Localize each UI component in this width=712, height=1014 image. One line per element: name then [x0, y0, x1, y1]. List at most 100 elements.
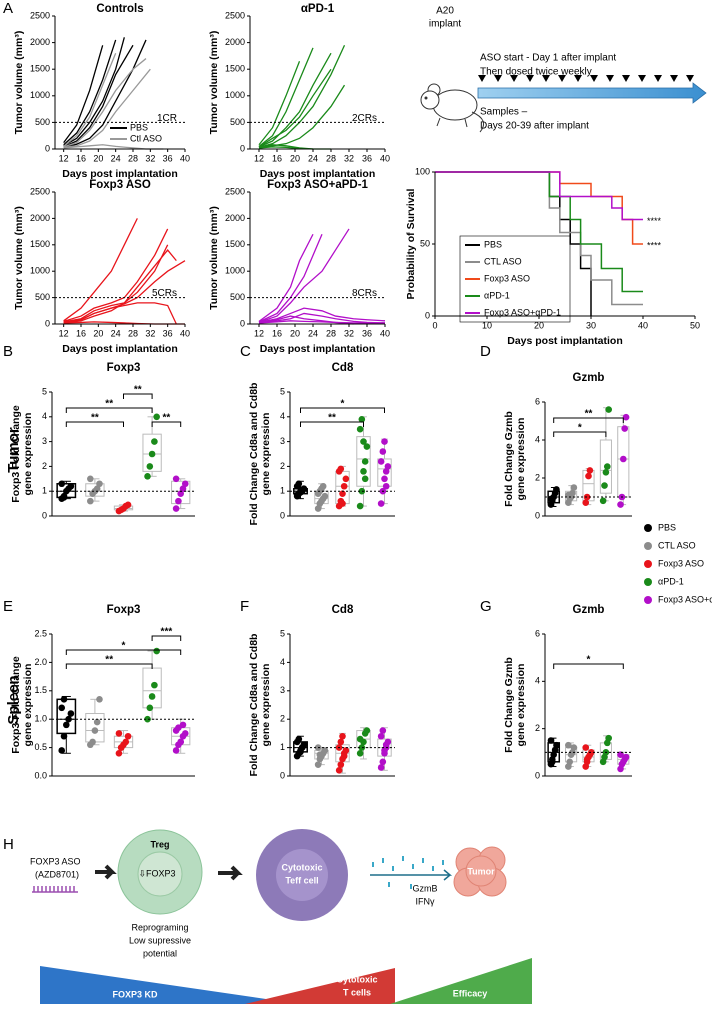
data-point [67, 482, 75, 490]
y-tick-label: 0 [45, 318, 50, 328]
chart-title: Cd8 [332, 362, 354, 374]
data-point [321, 747, 329, 754]
growth-curve [63, 228, 169, 322]
data-point [621, 425, 628, 432]
growth-curve [63, 37, 125, 147]
growth-curve [258, 47, 314, 147]
significance-label: ** [328, 413, 336, 424]
schematic-text: ASO start - Day 1 after implant [480, 53, 616, 64]
kd-wedge [40, 966, 300, 1004]
data-point [115, 749, 123, 757]
data-point [93, 485, 101, 493]
data-point [601, 482, 608, 489]
data-point [549, 758, 556, 766]
data-point [124, 732, 132, 740]
data-point [340, 752, 348, 760]
nucleus [137, 851, 183, 897]
x-tick-label: 0 [432, 320, 437, 330]
data-point [379, 758, 387, 766]
schematic-text: Then dosed twice weekly [480, 67, 592, 78]
survival-curve [435, 171, 643, 306]
panel-label: C [240, 343, 251, 360]
x-tick-label: 20 [93, 328, 103, 338]
y-tick-label: 2 [42, 461, 47, 471]
x-tick-label: 20 [290, 328, 300, 338]
x-tick-label: 40 [380, 328, 390, 338]
y-tick-label: 2 [535, 723, 540, 733]
mouse-icon [420, 83, 485, 133]
chart-title: Foxp3 [107, 362, 141, 374]
significance-label: * [587, 655, 591, 666]
y-axis-label: Fold Change Gzmb [503, 657, 515, 753]
mechanism-diagram: FOXP3 ASO (AZD8701) Treg ⇩FOXP3 Reprogra… [30, 829, 532, 1004]
data-point [96, 696, 103, 703]
data-point [314, 505, 322, 512]
x-tick-label: 32 [344, 328, 354, 338]
legend-label: αPD-1 [484, 290, 510, 300]
diagram-text: ⇩FOXP3 [138, 868, 175, 878]
significance-bracket [553, 431, 607, 437]
y-tick-label: 0 [425, 310, 430, 320]
y-tick-label: 4 [535, 434, 540, 444]
significance-bracket [65, 407, 153, 413]
y-axis-label: Tumor volume (mm³) [208, 206, 220, 310]
significance-label: ** [163, 413, 171, 424]
x-tick-label: 36 [163, 153, 173, 163]
arrow [218, 865, 243, 881]
x-tick-label: 32 [344, 153, 354, 163]
data-point [582, 744, 590, 751]
y-tick-label: 1500 [30, 64, 50, 74]
x-tick-label: 36 [362, 153, 372, 163]
data-point [360, 468, 367, 475]
chart-title: Foxp3 ASO [89, 179, 151, 191]
data-point [381, 475, 388, 483]
y-axis-label: Fold Change Gzmb [503, 411, 515, 507]
tumor-icon [453, 846, 507, 897]
data-point [570, 484, 578, 491]
significance-bracket [553, 417, 624, 423]
data-point [587, 749, 595, 756]
y-tick-label: 1000 [225, 266, 245, 276]
nucleus [276, 849, 328, 901]
legend-label: Foxp3 ASO+αPD-1 [484, 307, 561, 317]
y-axis-label: Probability of Survival [405, 188, 417, 299]
y-axis-label: gene expression [515, 664, 527, 747]
x-tick-label: 12 [59, 328, 69, 338]
data-point [321, 492, 329, 500]
arrow [370, 869, 453, 881]
x-tick-label: 32 [145, 328, 155, 338]
schematic-text: A20 [436, 6, 454, 17]
data-point [602, 469, 610, 476]
diagram-text: Treg [150, 839, 169, 849]
x-tick-label: 24 [111, 153, 121, 163]
data-point [342, 747, 350, 754]
y-tick-label: 4 [280, 657, 285, 667]
significance-label: ** [134, 385, 142, 396]
data-point [314, 761, 322, 768]
data-point [356, 425, 364, 433]
x-tick-label: 40 [180, 153, 190, 163]
x-tick-label: 36 [163, 328, 173, 338]
data-point [316, 751, 324, 758]
data-point [144, 715, 151, 723]
y-axis-label: gene expression [22, 413, 34, 496]
data-point [582, 499, 590, 507]
data-point [58, 747, 66, 754]
y-tick-label: 50 [420, 238, 430, 248]
aso-icon [32, 886, 78, 893]
x-tick-label: 16 [272, 328, 282, 338]
y-tick-label: 1 [42, 486, 47, 496]
x-tick-label: 24 [308, 328, 318, 338]
chart-title: αPD-1 [301, 3, 335, 15]
data-point [295, 480, 303, 488]
data-point [356, 502, 364, 510]
significance-label: ** [91, 413, 99, 424]
growth-curve [258, 320, 385, 324]
y-tick-label: 0.5 [34, 742, 47, 752]
data-point [89, 738, 96, 746]
arrow [95, 864, 117, 880]
y-tick-label: 4 [280, 411, 285, 421]
y-tick-label: 6 [535, 396, 540, 406]
x-tick-label: 30 [586, 320, 596, 330]
data-point [360, 438, 367, 445]
